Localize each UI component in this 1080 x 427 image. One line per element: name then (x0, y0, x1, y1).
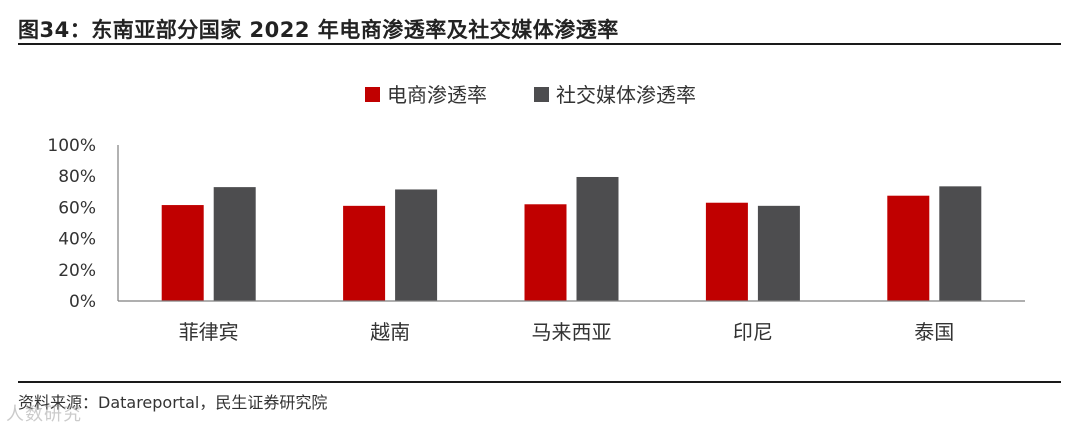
title-divider (18, 43, 1061, 45)
bar-ecommerce-2 (343, 205, 386, 301)
footer-divider (18, 381, 1061, 383)
bar-social-3 (576, 176, 619, 301)
y-axis: 0% 20% 40% 60% 80% 100% (47, 136, 119, 312)
bars (161, 176, 982, 301)
x-axis: 菲律宾 越南 马来西亚 印尼 泰国 (118, 300, 1025, 344)
bar-social-2 (395, 189, 438, 301)
y-tick-label: 60% (58, 198, 96, 218)
bar-chart: 电商渗透率 社交媒体渗透率 0% 20% 40% 60% 80% 100% 菲律宾 越南 马来西… (47, 83, 1025, 344)
bar-social-4 (757, 205, 800, 301)
watermark: 人数研究 (6, 404, 82, 425)
y-tick-label: 100% (47, 136, 96, 156)
legend-swatch-1 (365, 87, 380, 102)
category-label: 印尼 (733, 320, 773, 344)
legend: 电商渗透率 社交媒体渗透率 (365, 83, 696, 107)
legend-swatch-2 (534, 87, 549, 102)
category-label: 菲律宾 (179, 320, 239, 344)
legend-label-1: 电商渗透率 (387, 83, 487, 107)
bar-ecommerce-4 (705, 202, 748, 301)
chart-title: 图34：东南亚部分国家 2022 年电商渗透率及社交媒体渗透率 (18, 18, 619, 42)
category-label: 越南 (370, 320, 410, 344)
bar-social-1 (213, 187, 256, 301)
bar-social-5 (939, 186, 982, 301)
bar-ecommerce-3 (524, 204, 567, 301)
source-note: 资料来源：Datareportal，民生证券研究院 (18, 393, 328, 412)
bar-ecommerce-1 (161, 205, 204, 301)
y-tick-label: 80% (58, 167, 96, 187)
legend-label-2: 社交媒体渗透率 (556, 83, 696, 107)
y-tick-label: 40% (58, 230, 96, 250)
category-label: 泰国 (914, 320, 954, 344)
category-label: 马来西亚 (532, 320, 612, 344)
y-tick-label: 0% (69, 292, 96, 312)
y-tick-label: 20% (58, 261, 96, 281)
bar-ecommerce-5 (887, 195, 930, 301)
